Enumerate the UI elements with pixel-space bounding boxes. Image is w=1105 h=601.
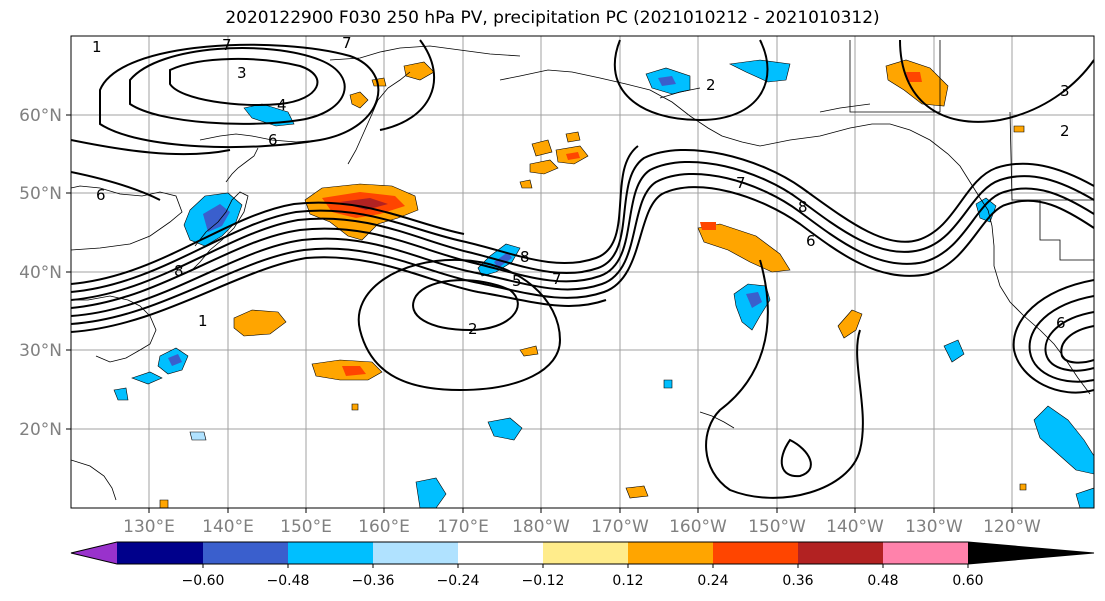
colorbar-tick-label: 0.60 — [952, 573, 983, 589]
colorbar-tick-label: 0.36 — [782, 573, 813, 589]
contour-label: 7 — [736, 174, 746, 192]
lon-label: 150°W — [748, 517, 806, 537]
precip-positive-150W — [697, 223, 791, 273]
figure-title: 2020122900 F030 250 hPa PV, precipitatio… — [225, 8, 880, 28]
colorbar-tick-label: 0.48 — [867, 573, 898, 589]
contour-label: 1 — [92, 38, 102, 56]
contour-label: 7 — [222, 36, 232, 54]
contour-label: 6 — [806, 232, 816, 250]
lat-tick-marks — [66, 114, 71, 430]
contour-label: 6 — [96, 186, 106, 204]
lat-label: 50°N — [19, 184, 62, 204]
lon-label: 160°W — [669, 517, 727, 537]
colorbar-swatch — [543, 542, 628, 564]
contour-label: 7 — [552, 270, 562, 288]
lon-label: 180°W — [512, 517, 570, 537]
lat-label: 60°N — [19, 106, 62, 126]
colorbar-swatch — [117, 542, 203, 564]
contour-label: 2 — [706, 76, 716, 94]
colorbar-swatch — [288, 542, 373, 564]
colorbar-extend-low — [71, 542, 117, 564]
lon-label: 160°E — [358, 517, 410, 537]
lon-label: 140°E — [202, 517, 254, 537]
lon-label: 120°W — [983, 517, 1041, 537]
lat-label: 30°N — [19, 341, 62, 361]
lat-labels: 60°N 50°N 40°N 30°N 20°N — [19, 106, 62, 440]
colorbar-swatch — [203, 542, 288, 564]
colorbar-tick-label: −0.48 — [267, 573, 310, 589]
lat-label: 20°N — [19, 420, 62, 440]
colorbar-swatch — [373, 542, 458, 564]
contour-label: 6 — [268, 131, 278, 149]
precipitation-shading — [113, 59, 1094, 508]
colorbar-swatch — [883, 542, 968, 564]
lon-label: 170°W — [591, 517, 649, 537]
lat-label: 40°N — [19, 263, 62, 283]
lon-labels: 130°E 140°E 150°E 160°E 170°E 180°W 170°… — [123, 517, 1041, 537]
lon-label: 130°W — [905, 517, 963, 537]
colorbar-tick-label: 0.24 — [697, 573, 728, 589]
contour-label: 8 — [520, 248, 530, 266]
contour-label: 4 — [277, 96, 287, 114]
contour-label: 3 — [1060, 82, 1070, 100]
lon-tick-marks — [148, 508, 1013, 513]
colorbar-swatch — [798, 542, 883, 564]
colorbar-tick-label: −0.12 — [522, 573, 565, 589]
contour-label: 3 — [237, 64, 247, 82]
contour-label: 8 — [798, 198, 808, 216]
colorbar-swatch — [628, 542, 713, 564]
contour-label: 2 — [1060, 122, 1070, 140]
contour-label: 8 — [174, 262, 184, 280]
contour-labels: 3 4 6 6 8 1 2 5 8 7 7 8 6 3 2 6 7 7 2 1 — [92, 34, 1070, 338]
colorbar-swatch — [713, 542, 798, 564]
contour-label: 2 — [468, 320, 478, 338]
contour-label: 6 — [1056, 314, 1066, 332]
pv-contours — [71, 39, 1094, 499]
colorbar: −0.60 −0.48 −0.36 −0.24 −0.12 0.12 0.24 … — [70, 541, 1095, 589]
colorbar-tick-label: −0.60 — [182, 573, 225, 589]
colorbar-extend-high — [968, 542, 1094, 564]
colorbar-tick-label: −0.36 — [352, 573, 395, 589]
lon-label: 150°E — [280, 517, 332, 537]
lon-label: 170°E — [437, 517, 489, 537]
colorbar-tick-label: −0.24 — [437, 573, 480, 589]
contour-label: 1 — [198, 312, 208, 330]
lon-label: 130°E — [123, 517, 175, 537]
colorbar-tick-label: 0.12 — [612, 573, 643, 589]
lon-label: 140°W — [826, 517, 884, 537]
colorbar-swatch — [458, 542, 543, 564]
contour-label: 7 — [342, 34, 352, 52]
contour-label: 5 — [512, 272, 522, 290]
coastlines — [71, 40, 1094, 501]
